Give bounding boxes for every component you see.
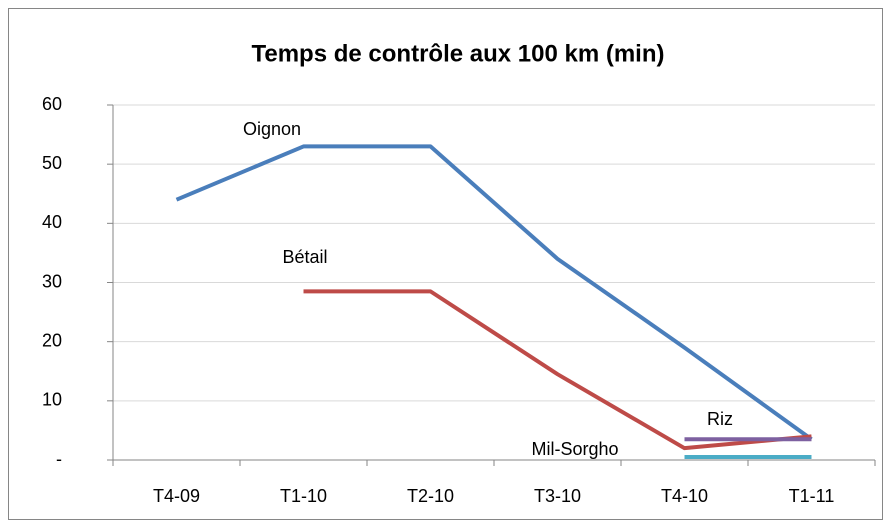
series-label: Oignon xyxy=(243,119,301,139)
x-tick-label: T4-09 xyxy=(153,486,200,506)
x-tick-label: T4-10 xyxy=(661,486,708,506)
series-label: Mil-Sorgho xyxy=(531,439,618,459)
series-label: Riz xyxy=(707,409,733,429)
y-tick-label: 30 xyxy=(42,271,62,291)
x-tick-label: T1-10 xyxy=(280,486,327,506)
series-line xyxy=(303,289,812,451)
series-line xyxy=(175,144,813,441)
x-tick-label: T3-10 xyxy=(534,486,581,506)
y-tick-label: 10 xyxy=(42,390,62,410)
series-label: Bétail xyxy=(282,247,327,267)
y-tick-label: 20 xyxy=(42,330,62,350)
y-tick-label: 40 xyxy=(42,212,62,232)
x-tick-label: T1-11 xyxy=(789,486,835,506)
x-tick-label: T2-10 xyxy=(407,486,454,506)
y-tick-label: 50 xyxy=(42,153,62,173)
chart-title: Temps de contrôle aux 100 km (min) xyxy=(251,40,664,67)
chart-frame xyxy=(8,8,883,520)
y-tick-label: - xyxy=(56,449,62,469)
y-tick-label: 60 xyxy=(42,94,62,114)
